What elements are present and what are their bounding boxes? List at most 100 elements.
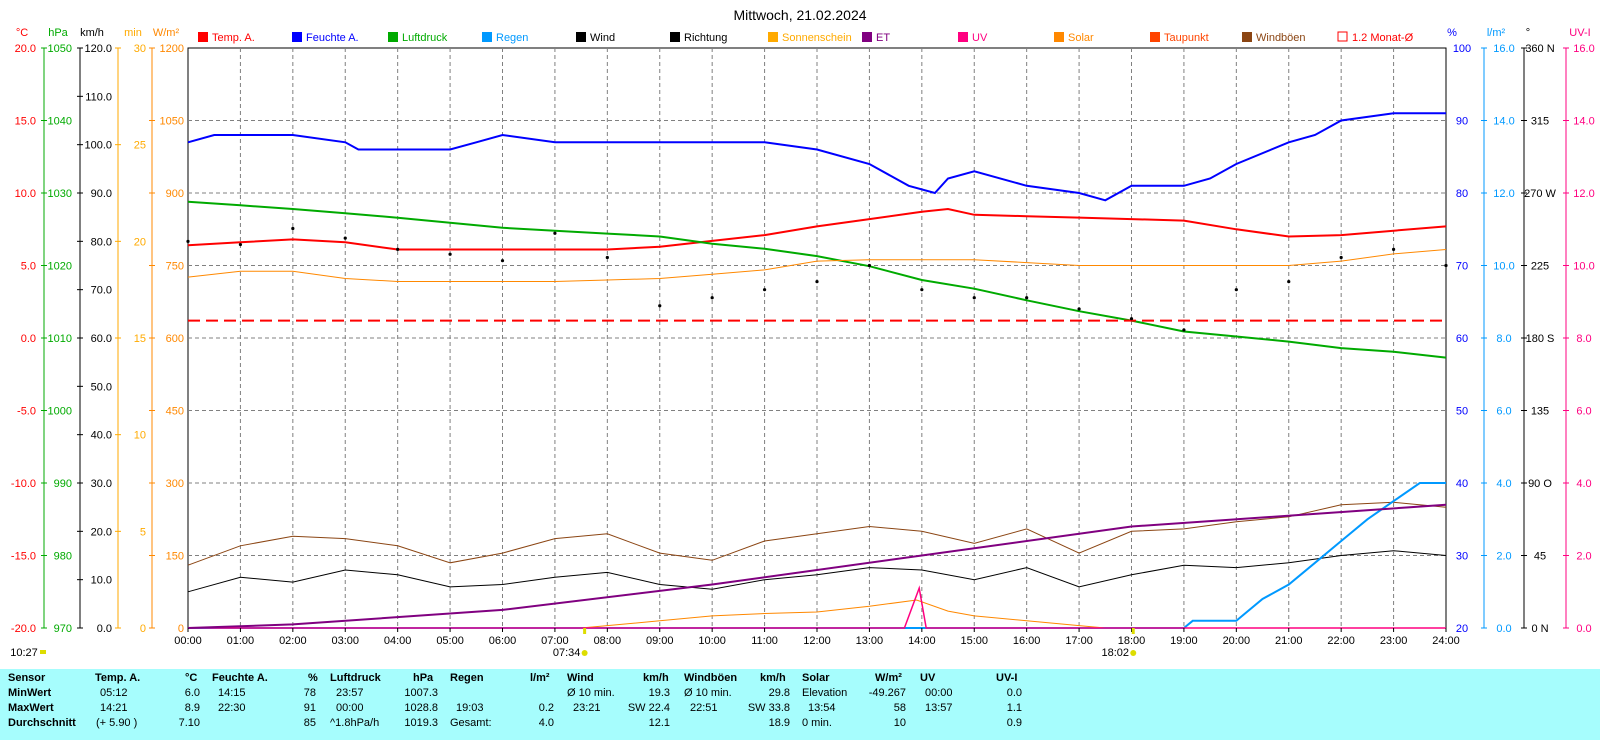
direction-point (815, 280, 819, 284)
humidity-axis-tick-label: 80 (1456, 188, 1468, 200)
temp-axis-tick-label: -15.0 (11, 551, 36, 563)
humidity-axis-tick-label: 60 (1456, 333, 1468, 345)
direction-axis-tick-label: 360 N (1525, 43, 1554, 55)
pressure-axis-tick-label: 1000 (48, 406, 72, 418)
direction-point (1182, 328, 1186, 332)
uvi-axis-tick-label: 10.0 (1573, 261, 1594, 273)
x-tick-label: 18:00 (1118, 635, 1146, 647)
x-tick-label: 10:00 (698, 635, 726, 647)
wind-axis-tick-label: 70.0 (91, 285, 112, 297)
uvi-axis-tick-label: 16.0 (1573, 43, 1594, 55)
solar-axis-tick-label: 1050 (160, 116, 184, 128)
wind-axis-tick-label: 50.0 (91, 381, 112, 393)
summary-press-avg: 1019.3 (404, 717, 438, 729)
direction-point (1444, 263, 1448, 268)
weather-chart: Mittwoch, 21.02.2024 20.0 15.0 10.0 5.0 0.0 -… (10, 7, 1594, 659)
summary-temp-avg: 7.10 (178, 717, 200, 729)
rain-axis-tick-label: 0.0 (1496, 623, 1511, 635)
x-tick-label: 07:00 (541, 635, 569, 647)
uvi-axis-unit: UV-I (1569, 27, 1590, 39)
direction-point (1129, 317, 1134, 321)
pressure-axis-tick-label: 980 (54, 551, 72, 563)
uvi-axis-tick-label: 12.0 (1573, 188, 1594, 200)
humidity-axis-tick-label: 20 (1456, 623, 1468, 635)
direction-axis-tick-label: 0 N (1531, 623, 1548, 635)
legend-label: Windböen (1256, 32, 1306, 44)
summary-press-avg-note: ^1.8hPa/h (330, 717, 380, 729)
humidity-axis-tick-label: 40 (1456, 478, 1468, 490)
legend-label: Wind (590, 32, 615, 44)
summary-wind-min-label: Ø 10 min. (567, 687, 615, 699)
uv-line (188, 585, 1446, 629)
sunshine-axis-tick-label: 15 (134, 333, 146, 345)
direction-axis-tick-label: 45 (1534, 551, 1546, 563)
x-tick-label: 17:00 (1065, 635, 1093, 647)
summary-hum-min-time: 14:15 (218, 687, 246, 699)
summary-press-unit: hPa (413, 672, 434, 684)
wind-axis-tick-label: 120.0 (84, 43, 112, 55)
summary-solar-avg: 10 (893, 717, 906, 729)
windb-en-line (187, 501, 1447, 566)
pressure-axis-unit: hPa (48, 27, 68, 39)
legend-label: Solar (1068, 32, 1094, 44)
summary-temp-min: 6.0 (184, 687, 200, 699)
solar-axis-unit: W/m² (153, 27, 180, 39)
temp-axis-tick-label: -10.0 (11, 478, 36, 490)
humidity-axis-tick-label: 100 (1453, 43, 1471, 55)
summary-solar-min-label: Elevation (802, 687, 848, 699)
summary-panel: Sensor MinWert MaxWert Durchschnitt Temp… (0, 669, 1600, 740)
x-axis: 00:00 01:00 02:00 03:00 04:00 05:00 06:00 07:00… (10, 628, 1460, 659)
summary-wind-max: SW 22.4 (627, 702, 670, 714)
rain-axis-tick-label: 12.0 (1493, 188, 1514, 200)
uvi-axis-tick-label: 14.0 (1573, 116, 1594, 128)
summary-gust-min-label: Ø 10 min. (684, 687, 732, 699)
rain-axis-tick-label: 4.0 (1496, 478, 1511, 490)
summary-temp-unit: °C (185, 672, 198, 684)
legend-label: Luftdruck (402, 32, 448, 44)
legend-label: Taupunkt (1164, 32, 1209, 44)
wind-line (187, 550, 1447, 593)
legend-swatch (482, 32, 492, 42)
x-tick-label: 15:00 (960, 635, 988, 647)
x-tick-label: 04:00 (384, 635, 412, 647)
temp-axis-unit: °C (16, 27, 28, 39)
x-tick-label: 00:00 (174, 635, 202, 647)
summary-gust-max-time: 22:51 (690, 702, 718, 714)
legend-swatch (292, 32, 302, 42)
summary-hum-head: Feuchte A. (212, 672, 268, 684)
x-tick-label: 08:00 (594, 635, 622, 647)
sunshine-axis-tick-label: 10 (134, 430, 146, 442)
wind-axis-tick-label: 100.0 (84, 140, 112, 152)
direction-point (658, 304, 662, 308)
sunshine-axis-tick-label: 5 (140, 526, 146, 538)
sunset-icon (1130, 650, 1137, 656)
chart-series (186, 112, 1448, 629)
direction-point (1025, 296, 1029, 300)
summary-hum-avg: 85 (303, 717, 316, 729)
legend-swatch (958, 32, 968, 42)
sunset-label: 18:02 (1101, 647, 1129, 659)
summary-temp-head: Temp. A. (95, 672, 141, 684)
x-tick-label: 03:00 (331, 635, 359, 647)
summary-wind-min: 19.3 (648, 687, 670, 699)
x-tick-label: 05:00 (436, 635, 464, 647)
solar-axis-tick-label: 300 (166, 478, 184, 490)
wind-axis-tick-label: 10.0 (91, 575, 112, 587)
uvi-axis-tick-label: 4.0 (1576, 478, 1591, 490)
pressure-axis-tick-label: 1010 (48, 333, 72, 345)
luftdruck-line (187, 200, 1447, 359)
humidity-axis-tick-label: 70 (1456, 261, 1468, 273)
direction-point (1077, 307, 1081, 311)
temp-axis-tick-label: 20.0 (15, 43, 36, 55)
summary-press-head: Luftdruck (330, 672, 381, 684)
summary-gust-head: Windböen (684, 672, 738, 684)
x-tick-label: 06:00 (489, 635, 517, 647)
solar-axis-tick-label: 450 (166, 406, 184, 418)
legend-swatch (1337, 31, 1348, 42)
x-tick-label: 11:00 (751, 635, 778, 647)
direction-point (1339, 255, 1343, 260)
uvi-axis-tick-label: 0.0 (1576, 623, 1591, 635)
direction-axis-tick-label: 180 S (1526, 333, 1555, 345)
solar-axis-tick-label: 600 (166, 333, 184, 345)
summary-gust-unit: km/h (760, 672, 786, 684)
